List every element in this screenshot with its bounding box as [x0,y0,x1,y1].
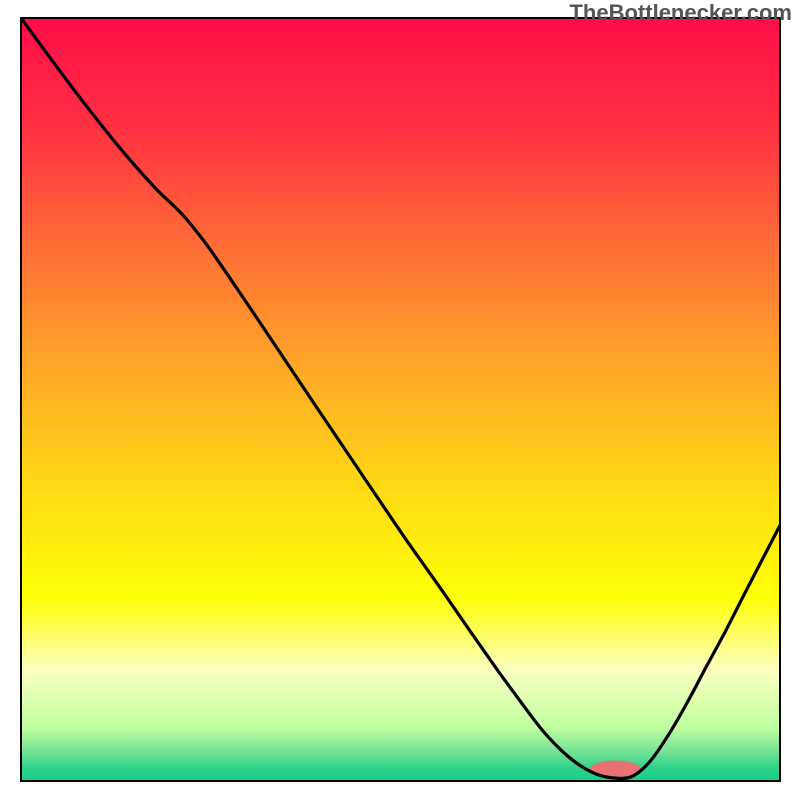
chart-svg [0,0,800,800]
watermark-text: TheBottlenecker.com [569,0,792,26]
bottleneck-chart: TheBottlenecker.com [0,0,800,800]
heat-background [21,18,780,781]
